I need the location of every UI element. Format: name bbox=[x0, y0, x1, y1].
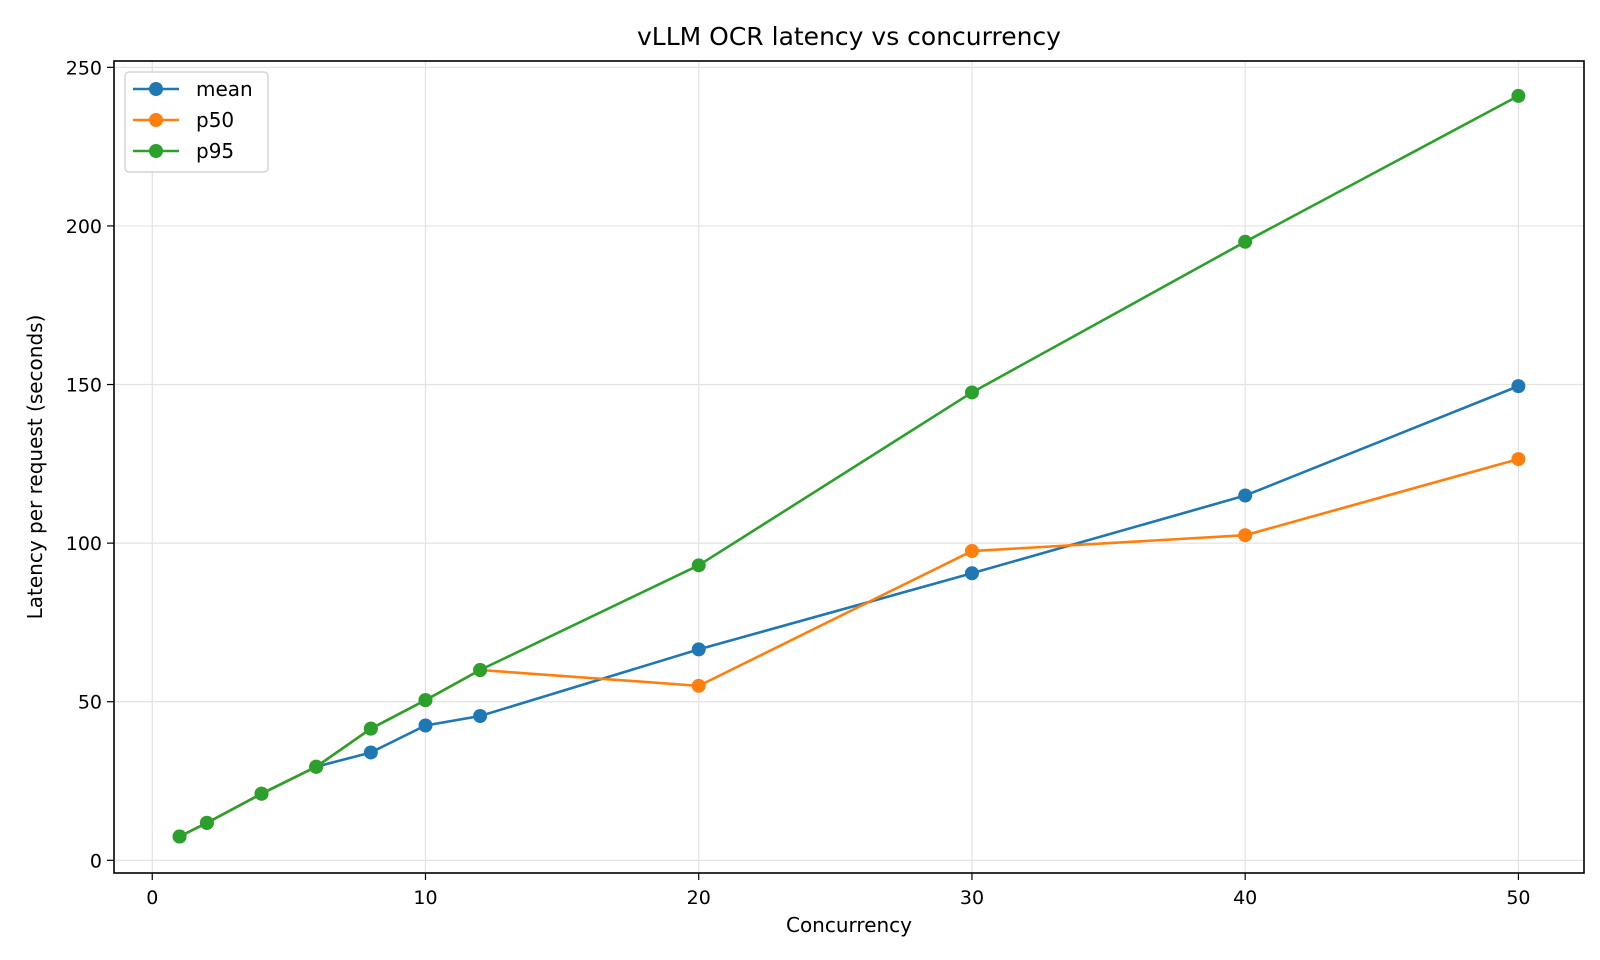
data-point-p95 bbox=[309, 759, 324, 774]
legend-label-p95: p95 bbox=[196, 139, 234, 163]
x-tick-label: 0 bbox=[146, 887, 158, 909]
data-point-p95 bbox=[172, 829, 187, 844]
data-point-p95 bbox=[254, 786, 269, 801]
y-tick-label: 0 bbox=[90, 850, 102, 872]
axis-ticks: 0 10 20 30 40 50 0 50 100 150 200 250 bbox=[66, 57, 1531, 909]
legend-marker-mean bbox=[149, 82, 163, 96]
data-point-mean bbox=[964, 566, 979, 581]
x-axis-label: Concurrency bbox=[786, 913, 912, 937]
y-axis-label: Latency per request (seconds) bbox=[23, 315, 47, 620]
legend-marker-p50 bbox=[149, 113, 163, 127]
data-point-p95 bbox=[1511, 88, 1526, 103]
data-point-p50 bbox=[1511, 452, 1526, 467]
data-point-p95 bbox=[964, 385, 979, 400]
data-point-p95 bbox=[691, 558, 706, 573]
x-tick-label: 10 bbox=[413, 887, 437, 909]
x-tick-label: 50 bbox=[1506, 887, 1530, 909]
data-point-mean bbox=[1511, 379, 1526, 394]
data-point-p50 bbox=[964, 544, 979, 559]
legend-label-mean: mean bbox=[196, 77, 253, 101]
x-tick-label: 20 bbox=[687, 887, 711, 909]
y-tick-label: 150 bbox=[66, 375, 102, 397]
legend-marker-p95 bbox=[149, 144, 163, 158]
y-tick-label: 200 bbox=[66, 216, 102, 238]
data-point-mean bbox=[363, 745, 378, 760]
data-point-mean bbox=[691, 642, 706, 657]
data-point-mean bbox=[473, 708, 488, 723]
data-point-p95 bbox=[1238, 234, 1253, 249]
legend-label-p50: p50 bbox=[196, 108, 234, 132]
plot-frame bbox=[113, 60, 1585, 874]
data-point-p95 bbox=[473, 663, 488, 677]
series-p95 bbox=[172, 88, 1526, 844]
data-point-mean bbox=[1238, 488, 1253, 503]
y-tick-label: 50 bbox=[78, 692, 102, 714]
data-point-p95 bbox=[199, 815, 214, 830]
data-point-p95 bbox=[363, 721, 378, 736]
grid bbox=[114, 61, 1584, 873]
data-point-p95 bbox=[418, 693, 433, 708]
y-tick-label: 250 bbox=[66, 57, 102, 79]
chart-title: vLLM OCR latency vs concurrency bbox=[637, 22, 1061, 51]
legend: mean p50 p95 bbox=[124, 71, 269, 173]
data-point-p50 bbox=[691, 678, 706, 693]
y-tick-label: 100 bbox=[66, 533, 102, 555]
data-point-mean bbox=[418, 718, 433, 733]
data-point-p50 bbox=[1238, 528, 1253, 543]
x-tick-label: 30 bbox=[960, 887, 984, 909]
plot-series bbox=[172, 88, 1526, 844]
x-tick-label: 40 bbox=[1233, 887, 1257, 909]
